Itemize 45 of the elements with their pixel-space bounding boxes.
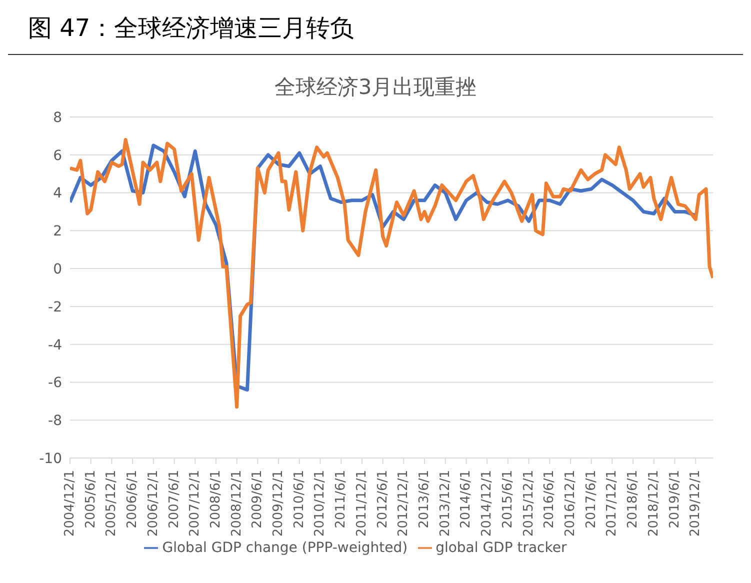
x-tick-label: 2006/12/1 — [146, 470, 161, 537]
x-tick-label: 2014/6/1 — [458, 470, 474, 528]
x-tick-label: 2015/6/1 — [500, 470, 516, 528]
y-tick-label: 2 — [53, 224, 62, 240]
x-tick-label: 2009/12/1 — [271, 470, 286, 537]
x-tick-label: 2006/6/1 — [125, 470, 140, 528]
chart-title: 全球经济3月出现重挫 — [273, 74, 478, 101]
x-tick-label: 2008/12/1 — [229, 470, 244, 537]
x-tick-label: 2016/12/1 — [562, 470, 578, 537]
caption: 图 47：全球经济增速三月转负 — [8, 8, 743, 55]
x-tick-label: 2004/12/1 — [62, 470, 78, 537]
x-tick-label: 2013/12/1 — [438, 470, 453, 537]
x-tick-label: 2019/12/1 — [688, 470, 704, 537]
x-tick-label: 2012/6/1 — [375, 470, 390, 528]
y-tick-label: 8 — [53, 110, 62, 126]
x-tick-label: 2017/12/1 — [604, 470, 620, 537]
x-tick-label: 2007/12/1 — [188, 470, 203, 537]
y-tick-label: -10 — [39, 450, 62, 467]
y-tick-label: -4 — [48, 337, 62, 354]
y-tick-label: 4 — [53, 186, 62, 202]
x-tick-label: 2009/6/1 — [250, 470, 266, 528]
x-tick-label: 2005/12/1 — [104, 470, 120, 537]
legend-label: global GDP tracker — [436, 540, 567, 556]
y-tick-label: -2 — [48, 299, 62, 316]
legend-label: Global GDP change (PPP-weighted) — [162, 540, 408, 556]
y-tick-label: -6 — [48, 375, 62, 392]
y-tick-label: 0 — [53, 262, 62, 278]
x-tick-label: 2014/12/1 — [480, 470, 495, 537]
x-tick-label: 2013/6/1 — [417, 470, 432, 528]
x-tick-label: 2018/12/1 — [646, 470, 662, 537]
x-tick-label: 2011/12/1 — [354, 470, 370, 537]
y-tick-label: -8 — [48, 413, 62, 430]
x-tick-label: 2017/6/1 — [584, 470, 599, 528]
x-tick-label: 2005/6/1 — [83, 470, 98, 528]
x-tick-label: 2010/12/1 — [312, 470, 328, 537]
y-tick-label: 6 — [53, 148, 62, 164]
x-tick-label: 2011/6/1 — [334, 470, 349, 528]
x-tick-label: 2015/12/1 — [521, 470, 536, 537]
x-tick-label: 2016/6/1 — [542, 470, 558, 528]
x-tick-label: 2008/6/1 — [208, 470, 224, 528]
x-tick-label: 2007/6/1 — [166, 470, 182, 528]
x-tick-label: 2010/6/1 — [292, 470, 307, 528]
x-tick-label: 2019/6/1 — [667, 470, 682, 528]
x-tick-label: 2012/12/1 — [396, 470, 412, 537]
x-tick-label: 2018/6/1 — [626, 470, 641, 528]
